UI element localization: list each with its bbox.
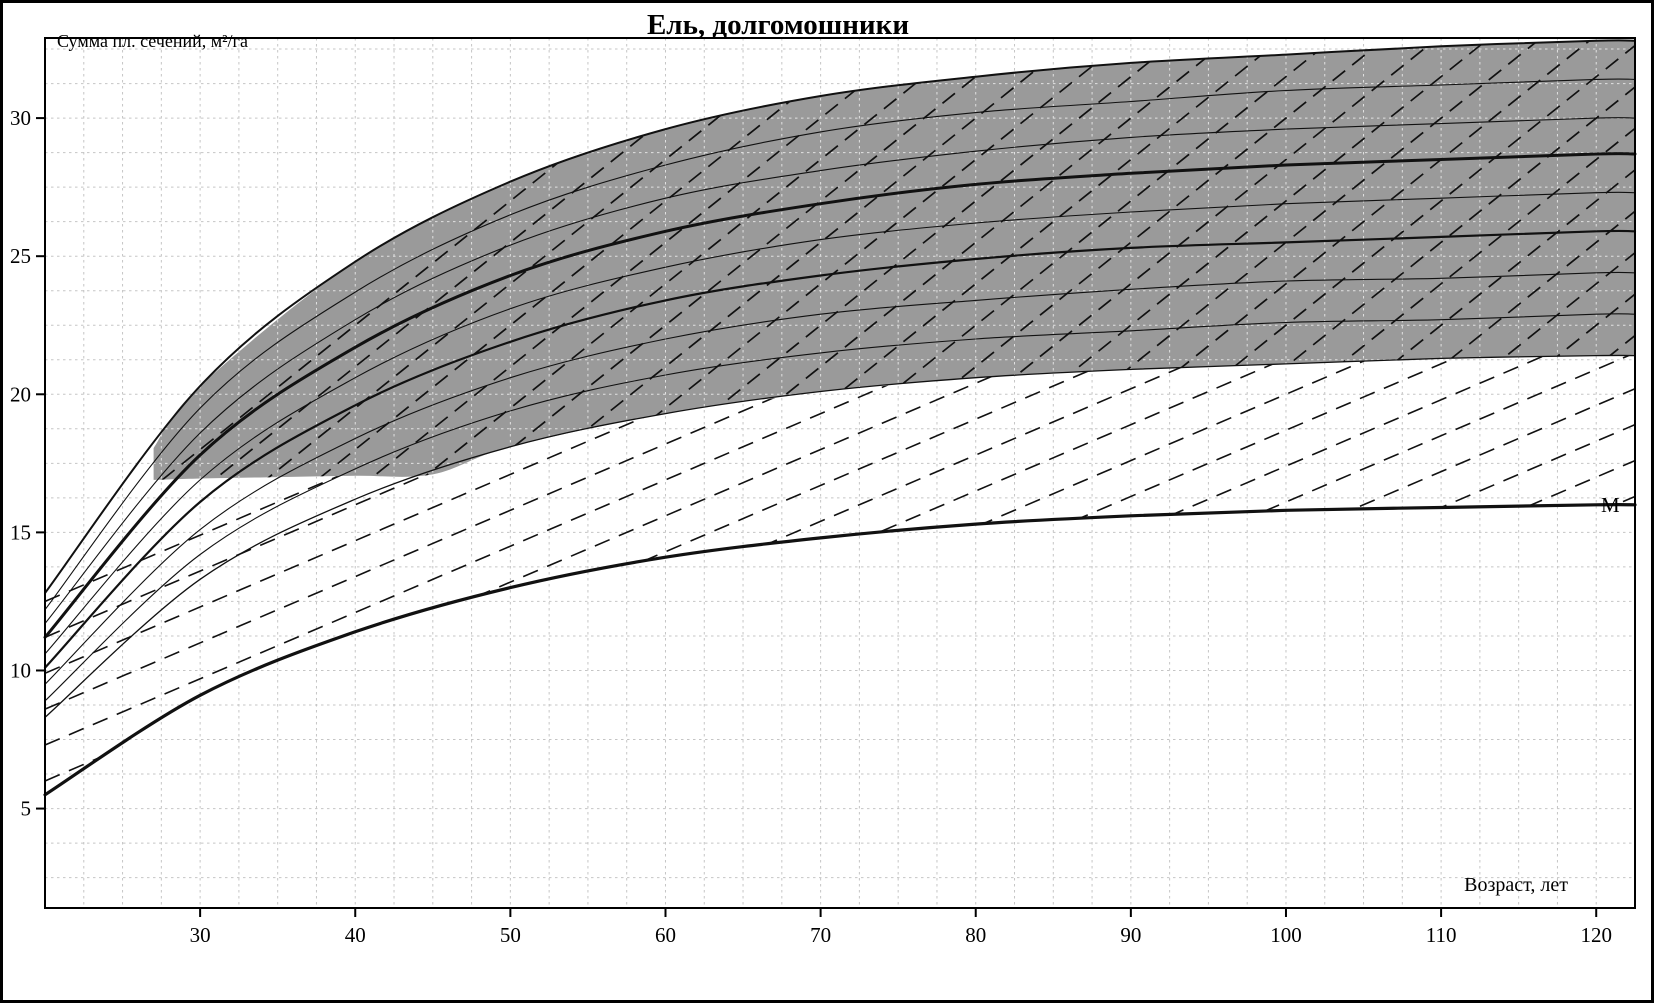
curve-2-curve xyxy=(44,78,1636,611)
x-tick-label: 90 xyxy=(1120,923,1141,947)
x-tick-label: 70 xyxy=(810,923,831,947)
plot-border xyxy=(44,37,1636,909)
x-tick-label: 110 xyxy=(1426,923,1457,947)
curve-9-band-lower-boundary xyxy=(44,354,1636,719)
x-tick-label: 100 xyxy=(1270,923,1302,947)
curve-4-bold-curve xyxy=(43,152,1637,639)
m-curve-label: M xyxy=(1601,493,1620,517)
chart-svg: 30 40 50 60 70 80 90 100 110 120 5 10 15 20 25 30 Ель, … xyxy=(10,9,1637,947)
stocking-band xyxy=(153,40,1636,480)
y-axis-label: Сумма пл. сечений, м²/га xyxy=(57,31,248,51)
y-tick-label: 5 xyxy=(21,797,32,821)
x-tick-label: 40 xyxy=(345,923,366,947)
x-tick-label: 60 xyxy=(655,923,676,947)
m-curve xyxy=(43,502,1637,797)
y-tick-label: 10 xyxy=(10,658,31,682)
chart-title: Ель, долгомошники xyxy=(647,9,909,41)
y-tick-label: 25 xyxy=(10,244,31,268)
y-tick-label: 20 xyxy=(10,382,31,406)
axis-ticks xyxy=(36,117,1598,917)
curve-8-curve xyxy=(44,313,1636,702)
x-tick-label: 80 xyxy=(965,923,986,947)
x-axis-label: Возраст, лет xyxy=(1464,874,1568,896)
basal-area-curves xyxy=(43,39,1637,719)
curve-6-bold-curve xyxy=(43,229,1637,669)
y-tick-label: 30 xyxy=(10,106,31,130)
x-tick-label: 50 xyxy=(500,923,521,947)
x-tick-label: 30 xyxy=(190,923,211,947)
x-tick-label: 120 xyxy=(1580,923,1612,947)
curve-3-curve xyxy=(44,117,1636,625)
curve-7-curve xyxy=(44,271,1636,685)
curve-1-band-upper-boundary xyxy=(44,39,1636,595)
chart-layers: 30 40 50 60 70 80 90 100 110 120 5 10 15 20 25 30 xyxy=(10,37,1637,947)
y-tick-label: 15 xyxy=(10,520,31,544)
curve-5-curve xyxy=(44,191,1636,655)
